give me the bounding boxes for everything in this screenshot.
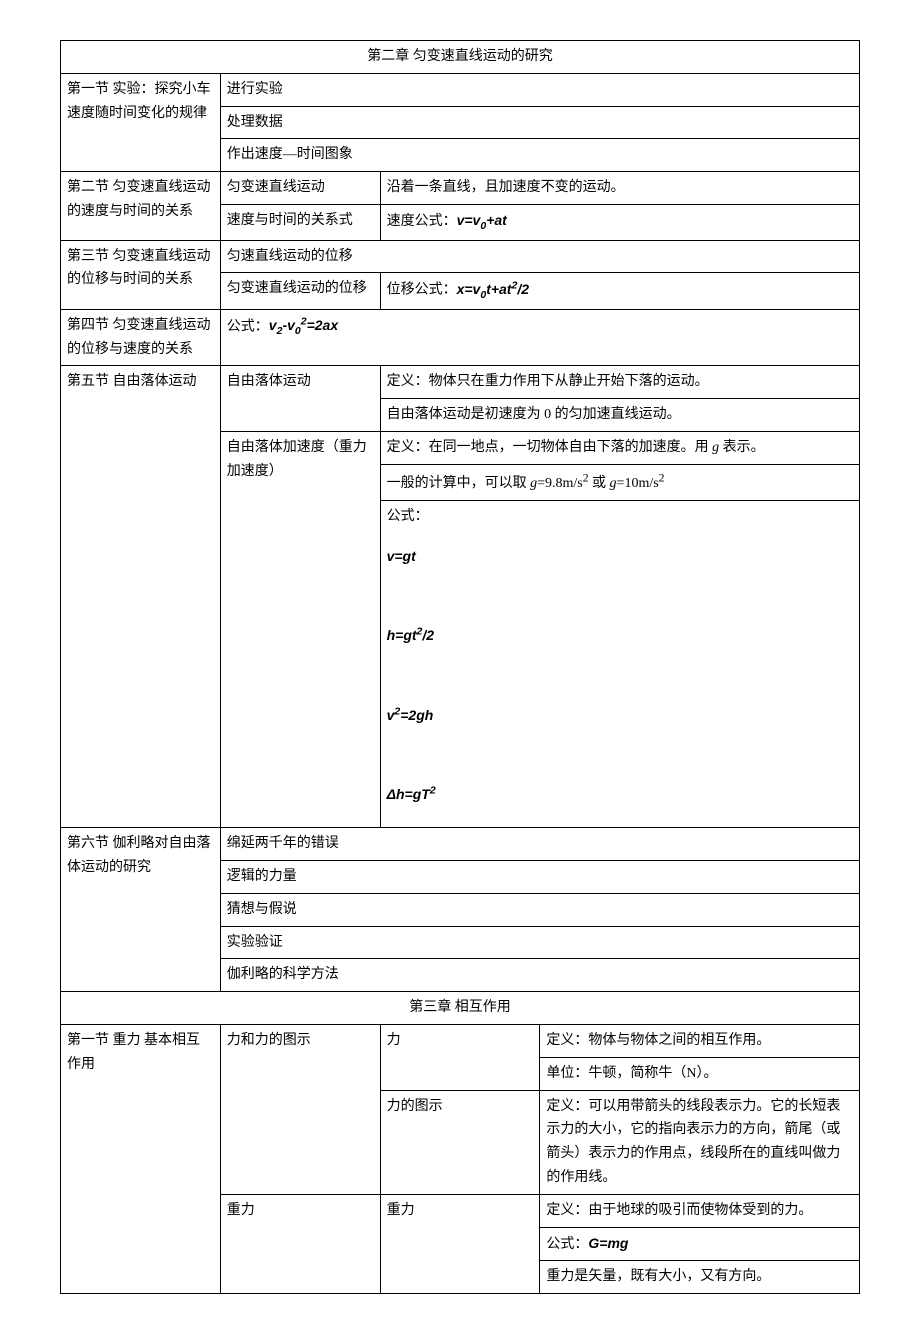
document-page: 第二章 匀变速直线运动的研究 第一节 实验：探究小车速度随时间变化的规律 进行实… xyxy=(60,40,860,1294)
ch2-s5-r3-c2: 自由落体加速度（重力加速度） xyxy=(220,431,380,827)
gravity-formula: G=mg xyxy=(588,1235,628,1251)
velocity-formula-prefix: 速度公式： xyxy=(387,214,457,229)
ch2-section3-label: 第三节 匀变速直线运动的位移与时间的关系 xyxy=(61,240,221,309)
ch2-s1-item3: 作出速度—时间图象 xyxy=(220,139,859,172)
displacement-formula: x=v0t+at2/2 xyxy=(457,281,529,297)
ch3-s1-r3-c3: 力的图示 xyxy=(380,1090,540,1194)
ch2-s6-item3: 猜想与假说 xyxy=(220,893,859,926)
freefall-accel-def: 定义：在同一地点，一切物体自由下落的加速度。用 g 表示。 xyxy=(387,440,765,455)
ch2-s1-item1: 进行实验 xyxy=(220,73,859,106)
ch3-section1-label: 第一节 重力 基本相互作用 xyxy=(61,1025,221,1294)
ch3-s1-r1-c3: 力 xyxy=(380,1025,540,1091)
vsquare-formula: v2-v02=2ax xyxy=(269,317,338,333)
ch2-s2-r1-c3: 沿着一条直线，且加速度不变的运动。 xyxy=(380,172,859,205)
ch2-section1-label: 第一节 实验：探究小车速度随时间变化的规律 xyxy=(61,73,221,171)
formula-vgt: v=gt xyxy=(387,548,416,564)
ch2-s6-item4: 实验验证 xyxy=(220,926,859,959)
ch3-s1-r5-c4: 公式：G=mg xyxy=(540,1227,860,1261)
displacement-formula-prefix: 位移公式： xyxy=(387,283,457,298)
chapter3-title: 第三章 相互作用 xyxy=(61,992,860,1025)
ch2-s5-r5-c3: 公式： v=gt h=gt2/2 v2=2gh Δh=gT2 xyxy=(380,501,859,828)
ch2-s3-r2-c3: 位移公式：x=v0t+at2/2 xyxy=(380,273,859,309)
ch3-s1-r4-c2: 重力 xyxy=(220,1194,380,1293)
ch2-s5-r2-c3: 自由落体运动是初速度为 0 的匀加速直线运动。 xyxy=(380,399,859,432)
ch2-s5-r1-c3: 定义：物体只在重力作用下从静止开始下落的运动。 xyxy=(380,366,859,399)
ch2-s6-item2: 逻辑的力量 xyxy=(220,861,859,894)
formula-hgt2: h=gt2/2 xyxy=(387,627,434,643)
ch3-s1-r1-c2: 力和力的图示 xyxy=(220,1025,380,1195)
ch2-s6-item1: 绵延两千年的错误 xyxy=(220,828,859,861)
ch2-s5-r4-c3: 一般的计算中，可以取 g=9.8m/s2 或 g=10m/s2 xyxy=(380,464,859,500)
ch2-s3-r1-c2: 匀速直线运动的位移 xyxy=(220,240,859,273)
vsquare-formula-prefix: 公式： xyxy=(227,319,269,334)
gravity-formula-prefix: 公式： xyxy=(546,1237,588,1252)
outline-table: 第二章 匀变速直线运动的研究 第一节 实验：探究小车速度随时间变化的规律 进行实… xyxy=(60,40,860,1294)
freefall-formulas: v=gt h=gt2/2 v2=2gh Δh=gT2 xyxy=(387,529,853,823)
ch2-section6-label: 第六节 伽利略对自由落体运动的研究 xyxy=(61,828,221,992)
ch3-s1-r6-c4: 重力是矢量，既有大小，又有方向。 xyxy=(540,1261,860,1294)
ch2-s2-r2-c2: 速度与时间的关系式 xyxy=(220,204,380,240)
ch2-section5-label: 第五节 自由落体运动 xyxy=(61,366,221,828)
ch2-s2-r2-c3: 速度公式：v=v0+at xyxy=(380,204,859,240)
ch2-section4-label: 第四节 匀变速直线运动的位移与速度的关系 xyxy=(61,309,221,366)
ch2-s5-r3-c3: 定义：在同一地点，一切物体自由下落的加速度。用 g 表示。 xyxy=(380,431,859,464)
ch3-s1-r4-c3: 重力 xyxy=(380,1194,540,1293)
formula-v2gh: v2=2gh xyxy=(387,707,434,723)
freefall-formula-prefix: 公式： xyxy=(387,509,429,524)
ch3-s1-r1-c4: 定义：物体与物体之间的相互作用。 xyxy=(540,1025,860,1058)
ch3-s1-r3-c4: 定义：可以用带箭头的线段表示力。它的长短表示力的大小，它的指向表示力的方向，箭尾… xyxy=(540,1090,860,1194)
g-value-text: 一般的计算中，可以取 g=9.8m/s2 或 g=10m/s2 xyxy=(387,476,665,491)
ch2-section2-label: 第二节 匀变速直线运动的速度与时间的关系 xyxy=(61,172,221,240)
ch2-s2-r1-c2: 匀变速直线运动 xyxy=(220,172,380,205)
ch2-s4-content: 公式：v2-v02=2ax xyxy=(220,309,859,366)
ch2-s3-r2-c2: 匀变速直线运动的位移 xyxy=(220,273,380,309)
ch2-s6-item5: 伽利略的科学方法 xyxy=(220,959,859,992)
ch2-s5-r1-c2: 自由落体运动 xyxy=(220,366,380,432)
ch2-s1-item2: 处理数据 xyxy=(220,106,859,139)
velocity-formula: v=v0+at xyxy=(457,212,507,228)
ch3-s1-r4-c4: 定义：由于地球的吸引而使物体受到的力。 xyxy=(540,1194,860,1227)
formula-dhgt2: Δh=gT2 xyxy=(387,786,436,802)
ch3-s1-r2-c4: 单位：牛顿，简称牛（N）。 xyxy=(540,1057,860,1090)
chapter2-title: 第二章 匀变速直线运动的研究 xyxy=(61,41,860,74)
